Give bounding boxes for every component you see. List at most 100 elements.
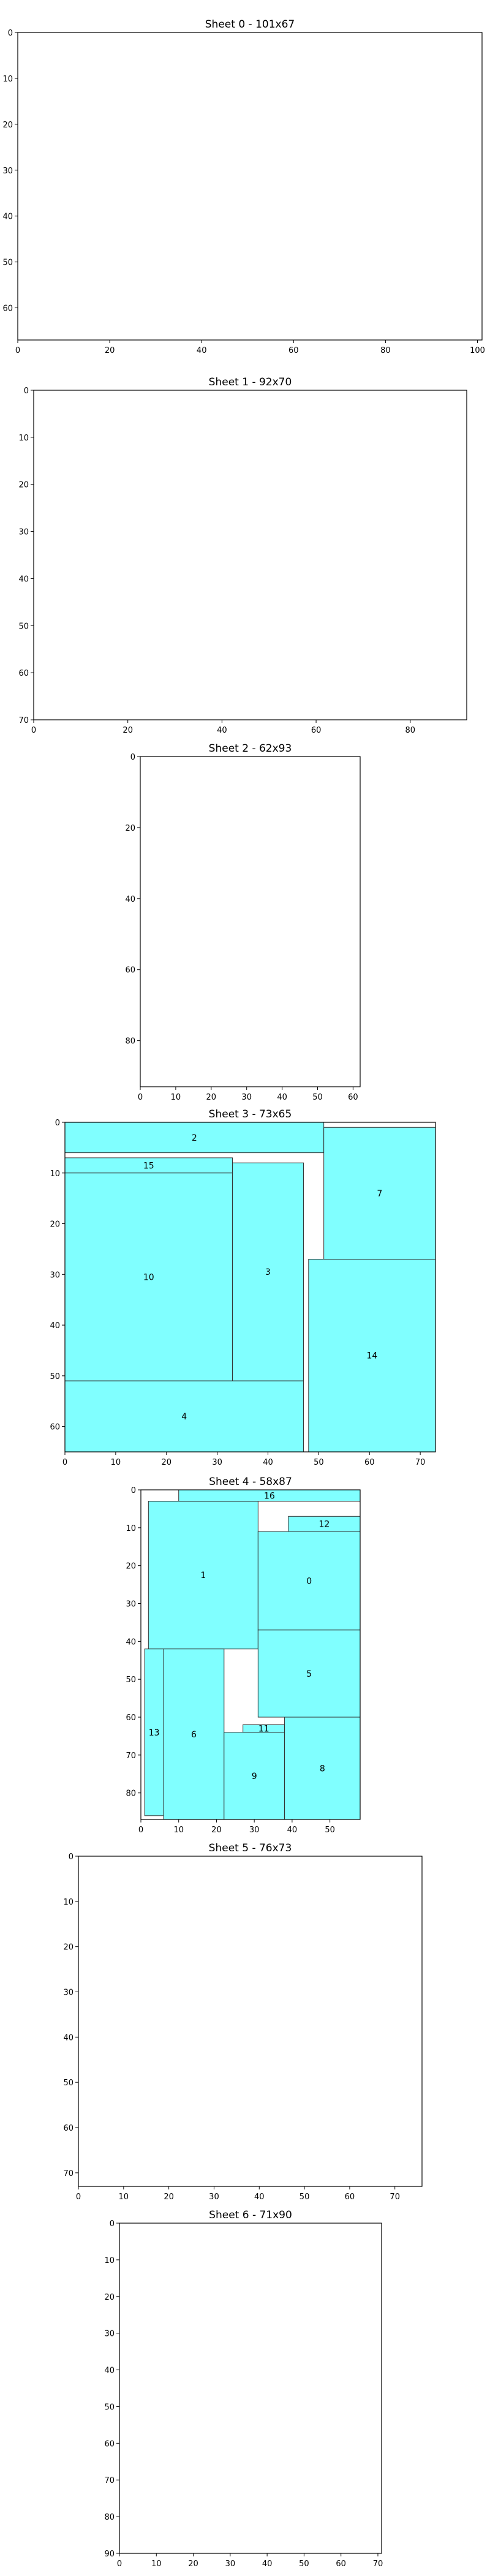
sheet-panel-0: Sheet 0 - 101x67 0 20 40 60 80 100 0 10 20 30 40 50 6…	[2, 18, 484, 355]
x-tick-label: 20	[211, 1826, 222, 1835]
x-tick-label: 20	[105, 346, 115, 355]
piece-rect	[64, 1122, 325, 1154]
y-tick-label: 10	[63, 1898, 74, 1907]
y-tick-label: 60	[125, 966, 135, 975]
piece-label: 13	[149, 1728, 160, 1738]
x-tick-label: 0	[62, 1458, 67, 1467]
x-tick-label: 0	[117, 2559, 122, 2569]
piece-rect	[64, 1173, 233, 1381]
x-tick-label: 10	[171, 1093, 181, 1102]
x-tick-label: 50	[300, 2193, 310, 2202]
x-tick-label: 0	[15, 346, 20, 355]
x-tick-label: 20	[206, 1093, 217, 1102]
y-tick-label: 0	[8, 29, 13, 38]
x-tick-label: 50	[325, 1826, 335, 1835]
x-tick-label: 60	[311, 726, 322, 735]
y-tick-label: 40	[2, 213, 13, 222]
y-tick-label: 0	[110, 2219, 115, 2229]
y-tick-label: 0	[69, 1853, 74, 1862]
x-tick-label: 70	[373, 2559, 383, 2569]
sheet-title: Sheet 6 - 71x90	[209, 2209, 292, 2221]
piece-rect	[148, 1501, 258, 1650]
y-tick-label: 70	[63, 2169, 74, 2178]
sheet-title: Sheet 2 - 62x93	[209, 742, 292, 755]
sheet-frame	[119, 2223, 382, 2554]
y-tick-label: 60	[50, 1423, 60, 1432]
x-tick-label: 0	[76, 2193, 81, 2202]
x-tick-label: 0	[138, 1826, 143, 1835]
x-tick-label: 20	[123, 726, 133, 735]
piece-label: 10	[143, 1272, 154, 1282]
piece-rect	[284, 1717, 361, 1820]
sheet-title: Sheet 4 - 58x87	[209, 1476, 292, 1488]
y-tick-label: 0	[55, 1119, 60, 1128]
x-tick-label: 50	[314, 1458, 324, 1467]
sheet-frame	[17, 32, 483, 341]
sheet-frame	[33, 390, 467, 720]
x-tick-label: 30	[212, 1458, 222, 1467]
sheet-frame	[140, 756, 361, 1087]
piece-label: 4	[181, 1412, 187, 1422]
x-tick-label: 10	[111, 1458, 121, 1467]
sheet-panel-6: Sheet 6 - 71x90 0 10 20 30 40 50 60 70 0 10 20 30 40 5…	[104, 2209, 383, 2569]
y-tick-label: 70	[126, 1751, 136, 1761]
sheet-title: Sheet 5 - 76x73	[209, 1842, 292, 1854]
x-tick-label: 50	[299, 2559, 309, 2569]
piece-label: 1	[200, 1571, 206, 1581]
y-tick-label: 10	[18, 434, 29, 443]
x-tick-label: 60	[345, 2193, 355, 2202]
y-tick-label: 60	[63, 2124, 74, 2133]
sheet-frame	[64, 1122, 436, 1452]
piece-rect	[257, 1630, 361, 1718]
sheet-frame	[140, 1489, 361, 1820]
y-tick-label: 30	[104, 2330, 115, 2339]
x-tick-label: 80	[405, 726, 416, 735]
y-tick-label: 30	[2, 167, 13, 176]
y-tick-label: 50	[50, 1372, 60, 1381]
x-tick-label: 40	[217, 726, 227, 735]
piece-rect	[144, 1649, 164, 1816]
y-tick-label: 0	[24, 387, 29, 396]
piece-label: 0	[306, 1576, 312, 1586]
y-tick-label: 40	[50, 1321, 60, 1331]
y-tick-label: 30	[18, 528, 29, 537]
y-tick-label: 80	[125, 1037, 135, 1046]
y-tick-label: 60	[18, 669, 29, 678]
piece-rect	[257, 1531, 361, 1631]
x-tick-label: 20	[188, 2559, 198, 2569]
x-tick-label: 30	[249, 1826, 260, 1835]
x-tick-label: 40	[287, 1826, 298, 1835]
y-tick-label: 20	[126, 1562, 136, 1571]
y-tick-label: 20	[104, 2293, 115, 2302]
sheet-title: Sheet 1 - 92x70	[209, 376, 292, 388]
x-tick-label: 40	[197, 346, 207, 355]
x-tick-label: 60	[288, 346, 299, 355]
piece-rect	[64, 1380, 304, 1452]
y-tick-label: 40	[104, 2366, 115, 2376]
y-tick-label: 10	[126, 1524, 136, 1533]
x-tick-label: 80	[380, 346, 391, 355]
piece-label: 9	[252, 1772, 257, 1781]
x-tick-label: 10	[119, 2193, 129, 2202]
y-tick-label: 40	[63, 2033, 74, 2042]
x-tick-label: 40	[263, 1458, 273, 1467]
y-tick-label: 0	[131, 1486, 136, 1495]
y-tick-label: 60	[104, 2439, 115, 2449]
y-tick-label: 60	[2, 304, 13, 314]
y-tick-label: 40	[18, 575, 29, 584]
x-tick-label: 10	[173, 1826, 184, 1835]
y-tick-label: 10	[2, 75, 13, 84]
piece-label: 5	[306, 1669, 312, 1679]
y-tick-label: 80	[126, 1789, 136, 1799]
x-tick-label: 60	[364, 1458, 375, 1467]
piece-label: 12	[318, 1520, 330, 1530]
x-tick-label: 30	[209, 2193, 219, 2202]
y-tick-label: 80	[104, 2513, 115, 2522]
x-tick-label: 100	[470, 346, 485, 355]
y-tick-label: 70	[104, 2476, 115, 2485]
x-tick-label: 30	[225, 2559, 236, 2569]
sheet-panel-1: Sheet 1 - 92x70 0 20 40 60 80 0 10 20 30 40 50 60 70	[18, 376, 467, 735]
y-tick-label: 50	[63, 2079, 74, 2088]
